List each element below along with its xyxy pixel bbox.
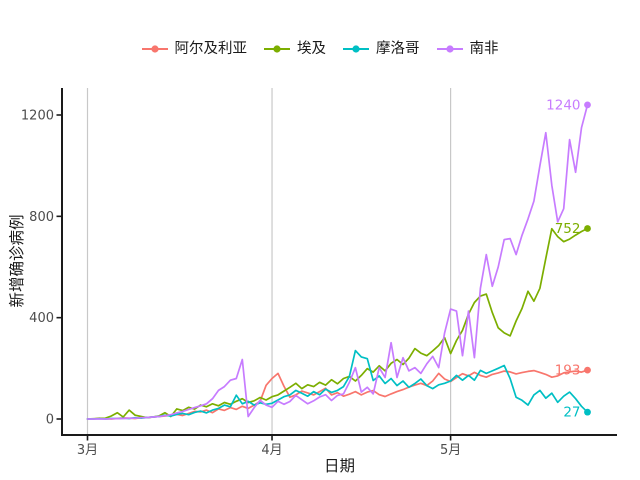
- x-tick-label: 5月: [440, 443, 461, 458]
- x-tick-label: 3月: [77, 443, 98, 458]
- legend-key-icon-south-africa: [436, 45, 463, 53]
- series-endpoint-algeria: [584, 366, 591, 374]
- y-tick-label: 800: [29, 210, 54, 225]
- legend-item-morocco: 摩洛哥: [343, 41, 420, 57]
- y-axis-title: 新增确诊病例: [8, 214, 26, 308]
- legend-item-algeria: 阿尔及利亚: [141, 40, 248, 57]
- series-line-morocco: [86, 349, 589, 420]
- series-endpoint-south-africa: [584, 101, 591, 109]
- legend-item-egypt: 埃及: [264, 41, 326, 57]
- legend-item-label: 阿尔及利亚: [174, 40, 248, 57]
- legend-item-label: 摩洛哥: [376, 40, 420, 57]
- legend-item-label: 埃及: [297, 40, 326, 57]
- series-end-value-south-africa: 1240: [546, 97, 580, 113]
- legend-item-label: 南非: [469, 40, 499, 57]
- y-tick-label: 1200: [21, 109, 54, 124]
- legend: 阿尔及利亚 埃及 摩洛哥 南非: [0, 41, 640, 57]
- y-tick-label: 0: [46, 413, 54, 428]
- series-end-value-morocco: 27: [563, 405, 580, 421]
- x-tick-label: 4月: [261, 443, 282, 458]
- legend-key-icon-egypt: [264, 45, 290, 53]
- series-end-value-egypt: 752: [555, 221, 581, 237]
- y-tick-label: 400: [29, 311, 54, 326]
- legend-key-icon-algeria: [141, 45, 168, 53]
- x-axis-title: 日期: [323, 457, 355, 475]
- legend-key-icon-morocco: [343, 45, 369, 53]
- series-endpoint-egypt: [584, 225, 591, 232]
- series-endpoint-morocco: [584, 408, 591, 416]
- series-line-south-africa: [86, 104, 589, 420]
- legend-item-south-africa: 南非: [436, 40, 499, 57]
- series-end-value-algeria: 193: [555, 363, 581, 379]
